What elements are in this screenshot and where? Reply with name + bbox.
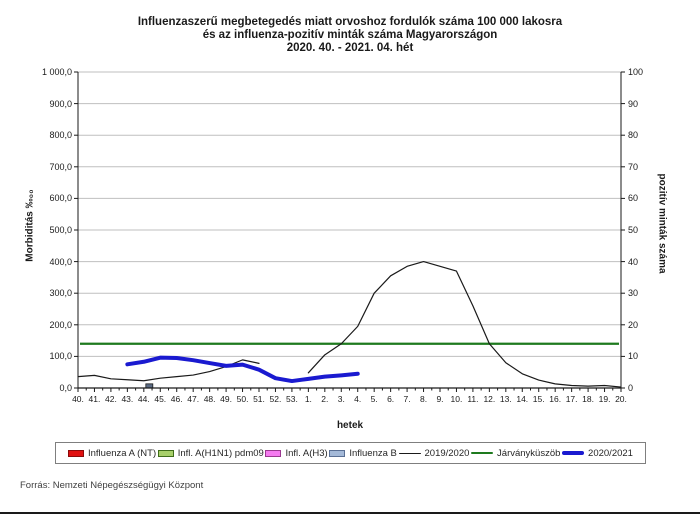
x-axis-tick-label: 47. [187, 394, 200, 404]
chart-title-line1: Influenzaszerű megbetegedés miatt orvosh… [137, 16, 563, 28]
series-line-2020-2021 [125, 355, 360, 384]
legend-swatch-line [562, 451, 585, 455]
y-axis-left-tick-label: 1 000,0 [41, 67, 72, 77]
y-axis-right-tick-label: 30 [628, 288, 639, 299]
y-axis-right-tick-label: 70 [628, 161, 639, 172]
x-axis-tick-label: 50. [236, 394, 249, 404]
x-axis-tick-label: 43. [121, 394, 134, 404]
y-axis-right-tick-label: 0 [628, 383, 634, 393]
y-axis-right-tick-label: 60 [628, 193, 639, 204]
y-axis-right-tick-label: 50 [628, 225, 639, 235]
x-axis-tick-label: 42. [104, 394, 117, 404]
x-axis-tick-label: 49. [220, 394, 232, 404]
x-axis-tick-label: 41. [88, 394, 101, 404]
legend-swatch-bar [68, 449, 84, 457]
legend-item-label: Járványküszöb [497, 447, 561, 459]
y-axis-right-tick-label: 100 [628, 67, 644, 77]
x-axis-tick-label: 4. [354, 394, 362, 404]
y-axis-left-tick-label: 100,0 [49, 351, 72, 362]
chart-legend: Influenza A (NT) Infl. A(H1N1) pdm09 Infl.… [55, 442, 646, 464]
x-axis-tick-label: 16. [549, 394, 562, 404]
y-axis-right-tick-label: 20 [628, 319, 639, 330]
legend-item-label: Influenza A (NT) [88, 447, 157, 459]
y-axis-left-tick-label: 700,0 [49, 161, 72, 172]
x-axis-tick-label: 13. [499, 394, 512, 404]
x-axis-tick-label: 15. [532, 394, 545, 404]
x-axis-tick-label: 2. [321, 394, 329, 404]
x-axis-tick-label: 20. [615, 394, 627, 404]
x-axis-tick-label: 18. [582, 394, 594, 404]
legend-item-label: 2019/2020 [424, 447, 470, 459]
x-axis-tick-label: 52. [269, 394, 282, 404]
x-axis-tick-label: 40. [72, 394, 84, 404]
y-axis-left-tick-label: 800,0 [49, 130, 72, 141]
y-axis-left-tick-label: 500,0 [49, 225, 72, 235]
x-axis-tick-label: 10. [450, 394, 463, 404]
y-axis-right-tick-label: 90 [628, 98, 639, 109]
y-axis-right-tick-label: 40 [628, 256, 639, 267]
legend-swatch-bar [157, 449, 174, 457]
x-axis-tick-label: 11. [467, 394, 479, 404]
x-axis-tick-label: 44. [137, 394, 150, 404]
x-axis-tick-label: 45. [154, 394, 167, 404]
y-axis-right-title: pozitív minták száma [656, 173, 668, 274]
x-axis-tick-label: 53. [285, 394, 298, 404]
x-axis-tick-label: 5. [370, 394, 378, 404]
legend-item-label: 2020/2021 [588, 447, 633, 459]
x-axis-tick-label: 1. [304, 394, 312, 404]
y-axis-left-tick-label: 600,0 [49, 193, 72, 204]
legend-item: Infl. A(H1N1) pdm09 [157, 447, 264, 459]
y-axis-left-tick-label: 300,0 [49, 288, 72, 299]
chart-title: Influenzaszerű megbetegedés miatt orvosh… [0, 16, 700, 55]
legend-swatch-line [471, 452, 494, 454]
y-axis-left-tick-label: 400,0 [49, 256, 72, 267]
y-axis-left-tick-label: 0,0 [59, 383, 72, 393]
x-axis-tick-label: 17. [565, 394, 578, 404]
legend-item: Influenza A (NT) [68, 448, 156, 459]
x-axis-tick-label: 9. [436, 394, 444, 404]
x-axis-tick-label: 19. [598, 394, 611, 404]
x-axis-tick-label: 48. [203, 394, 216, 404]
legend-swatch-line [398, 452, 421, 454]
y-axis-left-tick-label: 900,0 [49, 98, 72, 109]
bottom-border-line [0, 512, 700, 514]
x-axis-tick-label: 6. [387, 394, 395, 404]
legend-item: Járványküszöb [471, 448, 560, 459]
legend-item: 2019/2020 [398, 447, 470, 459]
x-axis-tick-label: 12. [483, 394, 496, 404]
chart-title-line3: 2020. 40. - 2021. 04. hét [286, 42, 414, 54]
x-axis-title: hetek [336, 420, 364, 431]
legend-item-label: Infl. A(H1N1) pdm09 [177, 447, 264, 459]
x-axis-tick-label: 8. [419, 394, 428, 404]
series-line-2019-2020 [307, 261, 622, 388]
x-axis-tick-label: 51. [253, 394, 265, 404]
chart-title-line2: és az influenza-pozitív minták száma Mag… [202, 29, 498, 41]
legend-item: 2020/2021 [562, 448, 633, 459]
y-axis-right-tick-label: 80 [628, 130, 639, 141]
y-axis-left-tick-label: 200,0 [49, 319, 72, 330]
source-footer: Forrás: Nemzeti Népegészségügyi Központ [20, 480, 204, 491]
plot-area [74, 71, 625, 392]
legend-item-label: Infl. A(H3) [285, 447, 328, 459]
legend-swatch-bar [329, 449, 346, 457]
y-axis-left-title: Morbiditás ‰₀₀ [24, 189, 36, 262]
x-axis-tick-label: 14. [516, 394, 529, 404]
x-axis-tick-label: 46. [170, 394, 183, 404]
legend-item-label: Influenza B [349, 447, 397, 459]
legend-item: Influenza B [329, 448, 397, 459]
y-axis-right-tick-label: 10 [628, 351, 639, 362]
x-axis-tick-label: 3. [337, 394, 345, 404]
legend-item: Infl. A(H3) [265, 447, 328, 459]
legend-swatch-bar [265, 449, 282, 457]
x-axis-tick-label: 7. [403, 394, 411, 404]
